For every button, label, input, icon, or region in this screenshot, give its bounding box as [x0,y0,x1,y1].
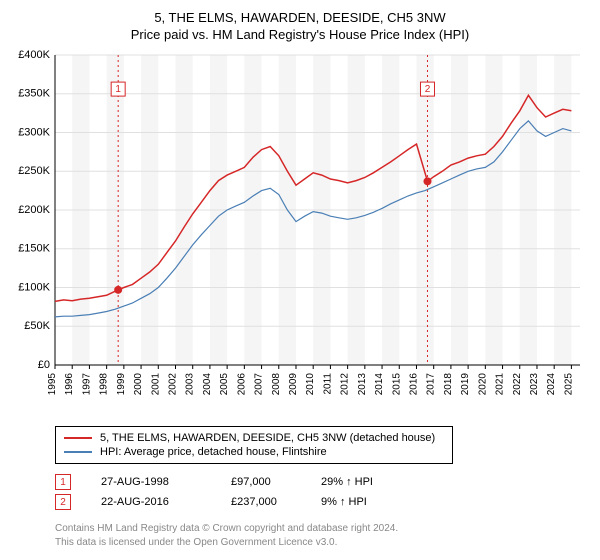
legend: 5, THE ELMS, HAWARDEN, DEESIDE, CH5 3NW … [55,426,453,464]
svg-text:2001: 2001 [150,373,161,396]
svg-text:£300K: £300K [18,126,50,138]
svg-text:2013: 2013 [357,373,368,396]
svg-text:1: 1 [115,84,121,95]
svg-text:£400K: £400K [18,50,50,61]
svg-text:1995: 1995 [47,373,58,396]
chart-svg: £0 £50K £100K £150K £200K £250K £300K £350K £400… [10,50,590,420]
sale-row: 1 27-AUG-1998 £97,000 29% ↑ HPI [55,472,590,492]
svg-text:2006: 2006 [236,373,247,396]
svg-text:2019: 2019 [460,373,471,396]
svg-text:2: 2 [425,84,431,95]
sale-marker-box: 2 [55,494,71,510]
svg-text:£350K: £350K [18,88,50,100]
svg-text:2020: 2020 [477,373,488,396]
title-address: 5, THE ELMS, HAWARDEN, DEESIDE, CH5 3NW [10,10,590,25]
svg-text:£50K: £50K [24,320,50,332]
svg-text:2005: 2005 [219,373,230,396]
svg-text:2016: 2016 [408,373,419,396]
svg-text:2007: 2007 [254,373,265,396]
svg-text:2022: 2022 [512,373,523,396]
sales-table: 1 27-AUG-1998 £97,000 29% ↑ HPI 2 22-AUG-2016… [55,472,590,512]
title-block: 5, THE ELMS, HAWARDEN, DEESIDE, CH5 3NW … [10,10,590,42]
svg-text:£0: £0 [38,359,50,371]
sale-hpi: 29% ↑ HPI [321,476,401,488]
footer-line2: This data is licensed under the Open Gov… [55,536,590,550]
legend-swatch [64,437,92,439]
svg-text:1996: 1996 [64,373,75,396]
svg-text:£100K: £100K [18,281,50,293]
sale-hpi: 9% ↑ HPI [321,496,401,508]
sale-marker-box: 1 [55,474,71,490]
legend-row: HPI: Average price, detached house, Flin… [64,445,444,459]
svg-text:£250K: £250K [18,165,50,177]
svg-text:2012: 2012 [340,373,351,396]
legend-label: HPI: Average price, detached house, Flin… [100,446,327,458]
svg-text:1998: 1998 [99,373,110,396]
svg-text:2002: 2002 [167,373,178,396]
sale-date: 22-AUG-2016 [101,496,201,508]
svg-text:2018: 2018 [443,373,454,396]
svg-text:2004: 2004 [202,373,213,396]
svg-text:2025: 2025 [563,373,574,396]
svg-text:2023: 2023 [529,373,540,396]
svg-text:1997: 1997 [81,373,92,396]
svg-text:2011: 2011 [322,373,333,395]
footer-license: Contains HM Land Registry data © Crown c… [55,522,590,550]
svg-text:2014: 2014 [374,373,385,396]
chart-container: 5, THE ELMS, HAWARDEN, DEESIDE, CH5 3NW … [10,10,590,550]
svg-text:2024: 2024 [546,373,557,396]
svg-text:£200K: £200K [18,204,50,216]
svg-text:2008: 2008 [271,373,282,396]
svg-text:2003: 2003 [185,373,196,396]
svg-text:2010: 2010 [305,373,316,396]
legend-swatch [64,451,92,453]
legend-label: 5, THE ELMS, HAWARDEN, DEESIDE, CH5 3NW … [100,432,435,444]
svg-text:2009: 2009 [288,373,299,396]
footer-line1: Contains HM Land Registry data © Crown c… [55,522,590,536]
sale-price: £97,000 [231,476,291,488]
svg-text:2021: 2021 [495,373,506,396]
svg-text:2015: 2015 [391,373,402,396]
sale-price: £237,000 [231,496,291,508]
svg-text:2017: 2017 [426,373,437,396]
title-subtitle: Price paid vs. HM Land Registry's House … [10,27,590,42]
chart-plot: £0 £50K £100K £150K £200K £250K £300K £350K £400… [10,50,590,420]
svg-text:1999: 1999 [116,373,127,396]
sale-date: 27-AUG-1998 [101,476,201,488]
legend-row: 5, THE ELMS, HAWARDEN, DEESIDE, CH5 3NW … [64,431,444,445]
svg-text:£150K: £150K [18,243,50,255]
svg-text:2000: 2000 [133,373,144,396]
sale-row: 2 22-AUG-2016 £237,000 9% ↑ HPI [55,492,590,512]
